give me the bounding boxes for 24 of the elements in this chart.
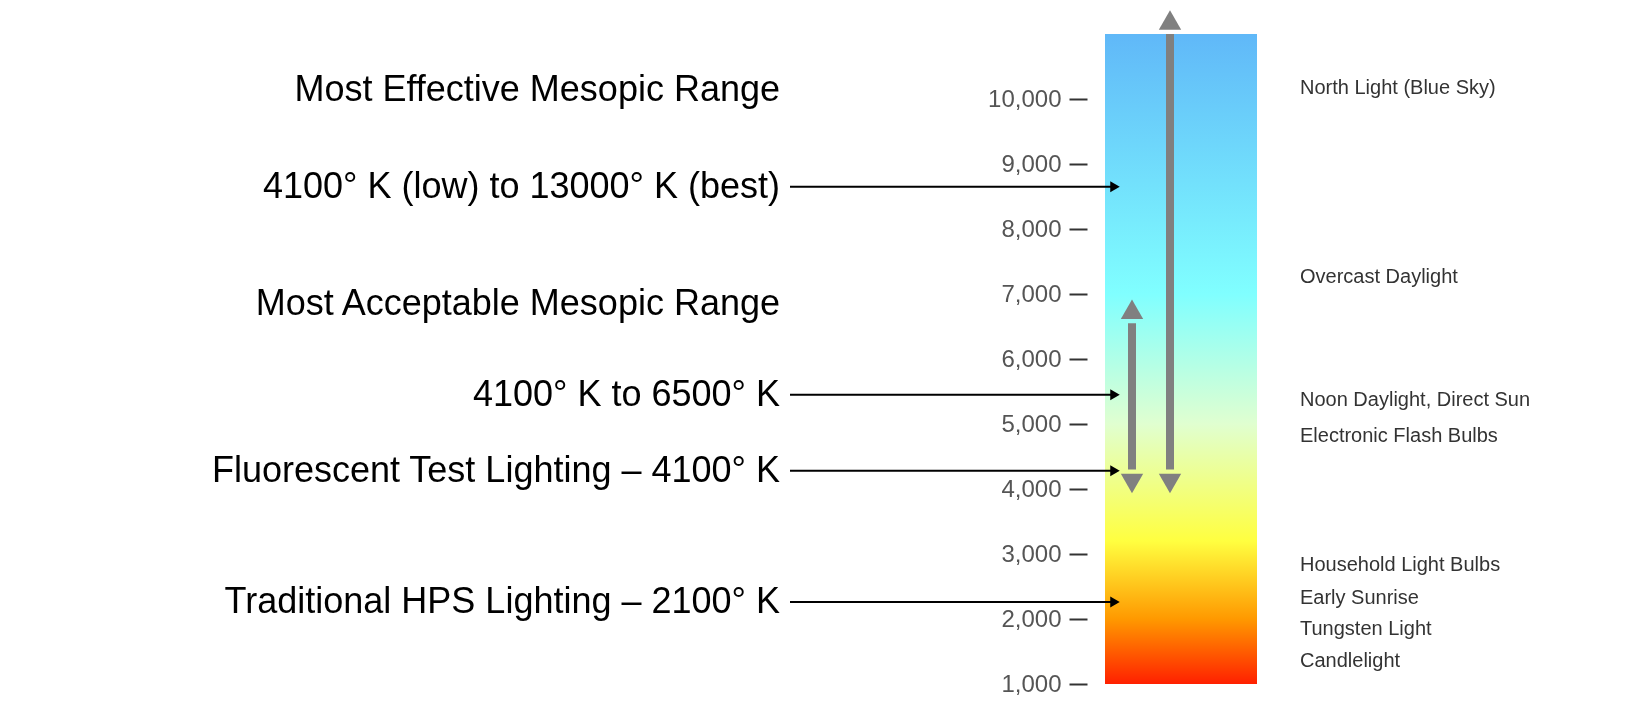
y-tick-label: 7,000 (1001, 279, 1062, 307)
text: Electronic Flash Bulbs (1300, 423, 1498, 446)
text: Most Acceptable Mesopic Range (255, 282, 780, 324)
ref-line-label: 4100° K (low) to 13000° K (best) (262, 164, 780, 206)
ref-line-label: Fluorescent Test Lighting – 4100° K (211, 448, 780, 490)
y-tick-label: 2,000 (1001, 604, 1062, 632)
text: Early Sunrise (1300, 585, 1419, 608)
y-tick-label: 10,000 (988, 84, 1062, 112)
y-tick-label: 5,000 (1001, 409, 1062, 437)
y-tick-label: 3,000 (1001, 539, 1062, 567)
text: Candlelight (1300, 648, 1401, 671)
y-tick-label: 9,000 (1001, 149, 1062, 177)
text: North Light (Blue Sky) (1300, 75, 1496, 98)
text: Most Effective Mesopic Range (294, 67, 780, 109)
y-tick-label: 6,000 (1001, 344, 1062, 372)
ref-line-label: 4100° K to 6500° K (472, 372, 780, 414)
y-tick-label: 4,000 (1001, 474, 1062, 502)
text: Tungsten Light (1300, 617, 1433, 640)
y-tick-label: 8,000 (1001, 214, 1062, 242)
text: Household Light Bulbs (1300, 553, 1501, 576)
ref-line-label: Traditional HPS Lighting – 2100° K (224, 580, 780, 622)
text: Overcast Daylight (1300, 264, 1459, 287)
y-tick-label: 1,000 (1001, 669, 1062, 697)
text: Noon Daylight, Direct Sun (1300, 388, 1531, 411)
